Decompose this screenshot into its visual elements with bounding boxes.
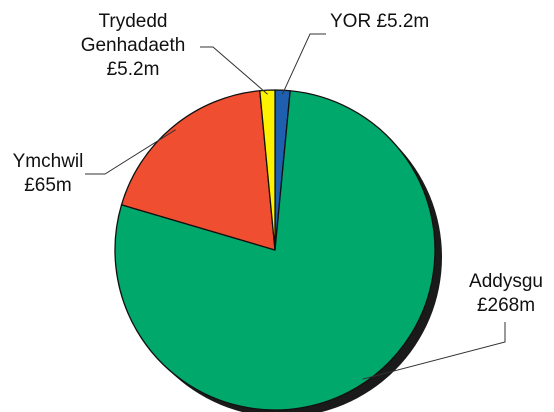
leader-line-trydedd — [200, 46, 268, 95]
pie-slice-ymchwil — [120, 90, 276, 251]
label-trydedd: Trydedd Genhadaeth £5.2m — [58, 10, 208, 82]
leader-line-ymchwil — [85, 129, 176, 175]
leader-line-addysgu — [362, 322, 506, 380]
label-ymchwil: Ymchwil £65m — [8, 150, 88, 198]
label-addysgu: Addysgu £268m — [458, 270, 554, 318]
label-yor-line1: YOR £5.2m — [330, 11, 430, 32]
pie-slice-trydedd — [259, 89, 276, 251]
label-yor: YOR £5.2m — [330, 10, 429, 34]
pie-slices — [114, 89, 436, 411]
label-addysgu-line2: £268m — [476, 295, 536, 316]
label-ymchwil-line1: Ymchwil — [12, 151, 84, 172]
label-ymchwil-line2: £65m — [24, 175, 72, 196]
leader-lines — [85, 33, 506, 380]
label-trydedd-line3: £5.2m — [106, 59, 160, 80]
leader-line-yor — [281, 33, 326, 95]
label-trydedd-line1: Trydedd — [98, 11, 168, 32]
label-trydedd-line2: Genhadaeth — [80, 35, 186, 56]
label-addysgu-line1: Addysgu — [469, 271, 543, 292]
